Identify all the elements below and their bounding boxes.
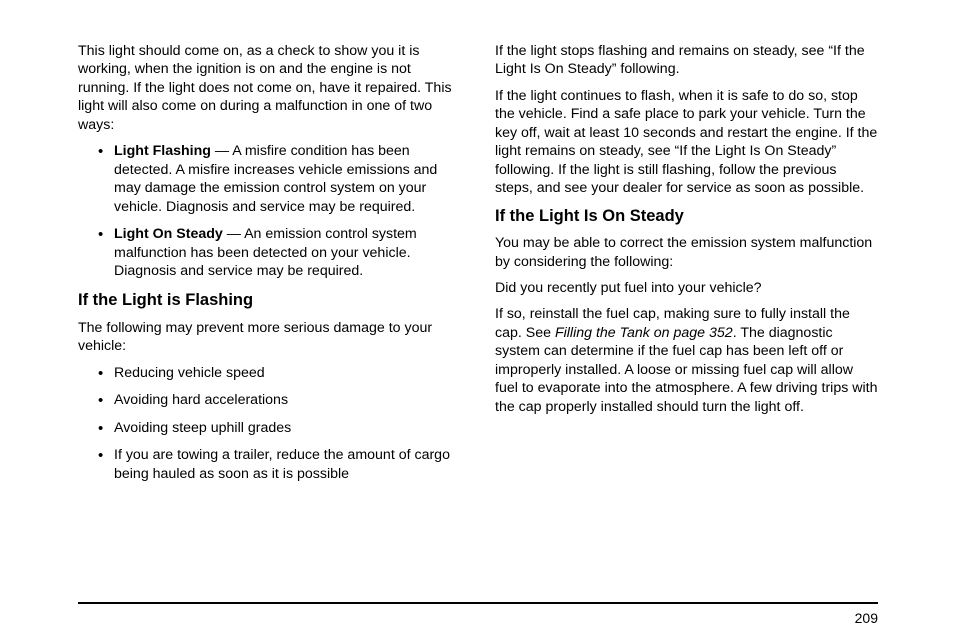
right-column: If the light stops flashing and remains … bbox=[495, 42, 878, 493]
heading-light-flashing: If the Light is Flashing bbox=[78, 290, 461, 311]
list-item: If you are towing a trailer, reduce the … bbox=[102, 446, 461, 483]
continue-flash-paragraph: If the light continues to flash, when it… bbox=[495, 87, 878, 198]
bullet-lead: Light Flashing bbox=[114, 143, 211, 159]
intro-paragraph: This light should come on, as a check to… bbox=[78, 42, 461, 134]
steady-question-paragraph: Did you recently put fuel into your vehi… bbox=[495, 279, 878, 297]
list-item: Light On Steady — An emission control sy… bbox=[102, 225, 461, 280]
list-item: Light Flashing — A misfire condition has… bbox=[102, 142, 461, 216]
footer-divider bbox=[78, 602, 878, 604]
page-body: This light should come on, as a check to… bbox=[78, 42, 878, 493]
page-number: 209 bbox=[855, 610, 878, 626]
list-item: Reducing vehicle speed bbox=[102, 364, 461, 382]
steady-ref-paragraph: If the light stops flashing and remains … bbox=[495, 42, 878, 79]
steady-intro-paragraph: You may be able to correct the emission … bbox=[495, 234, 878, 271]
list-item: Avoiding steep uphill grades bbox=[102, 419, 461, 437]
steady-body-paragraph: If so, reinstall the fuel cap, making su… bbox=[495, 305, 878, 416]
bullet-sep: — bbox=[223, 226, 244, 242]
malfunction-modes-list: Light Flashing — A misfire condition has… bbox=[78, 142, 461, 280]
flashing-intro-paragraph: The following may prevent more serious d… bbox=[78, 319, 461, 356]
cross-reference-link: Filling the Tank on page 352 bbox=[555, 325, 733, 341]
bullet-lead: Light On Steady bbox=[114, 226, 223, 242]
left-column: This light should come on, as a check to… bbox=[78, 42, 461, 493]
flashing-actions-list: Reducing vehicle speed Avoiding hard acc… bbox=[78, 364, 461, 483]
list-item: Avoiding hard accelerations bbox=[102, 391, 461, 409]
heading-light-steady: If the Light Is On Steady bbox=[495, 206, 878, 227]
bullet-sep: — bbox=[211, 143, 232, 159]
